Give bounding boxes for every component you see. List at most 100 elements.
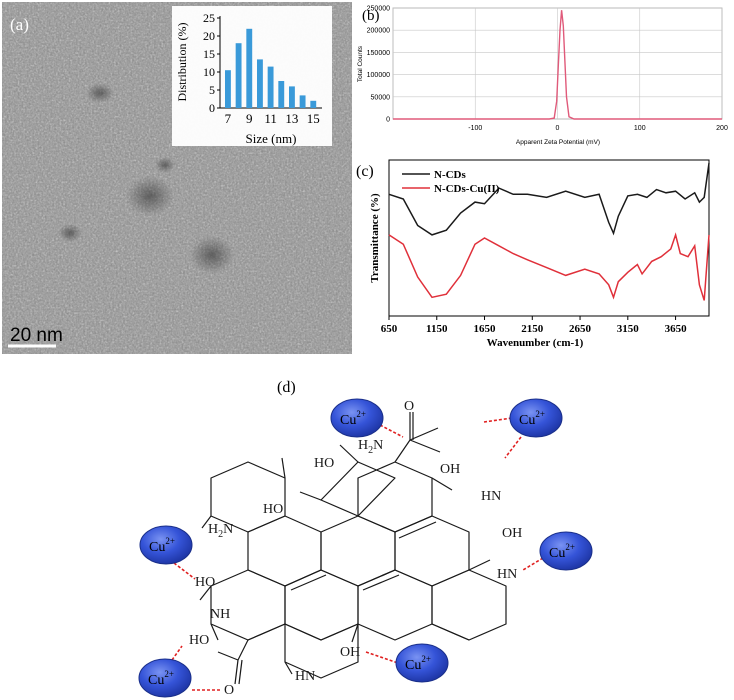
histogram-bar xyxy=(257,59,263,108)
histogram-bar xyxy=(235,43,242,109)
imine-group: HN xyxy=(497,567,517,582)
carbon-dot-skeleton xyxy=(199,412,507,685)
nanoparticle xyxy=(190,236,234,274)
nanoparticle xyxy=(86,83,114,103)
cu-ion: Cu2+ xyxy=(330,398,384,438)
zeta-x-tick-label: 100 xyxy=(634,125,646,132)
inset-y-tick-label: 0 xyxy=(209,101,215,115)
inset-y-tick-label: 10 xyxy=(203,65,215,79)
zeta-x-tick-label: 200 xyxy=(716,125,728,132)
zeta-curve xyxy=(393,10,722,120)
ftir-x-tick-label: 3150 xyxy=(617,323,640,335)
svg-text:Cu2+: Cu2+ xyxy=(405,654,431,673)
ftir-x-tick-label: 650 xyxy=(381,323,398,335)
bond xyxy=(284,661,293,675)
coordination-bond xyxy=(171,645,183,661)
ftir-x-tick-label: 2150 xyxy=(521,323,544,335)
bond xyxy=(339,444,359,463)
bond xyxy=(238,659,243,685)
panel-b-label: (b) xyxy=(362,8,380,24)
inset-y-tick-label: 15 xyxy=(203,47,215,61)
histogram-bar xyxy=(299,95,306,108)
scale-bar-label: 20 nm xyxy=(10,325,63,346)
bond xyxy=(247,623,286,641)
panel-a-label: (a) xyxy=(10,15,29,34)
svg-text:Cu2+: Cu2+ xyxy=(519,409,545,428)
bond xyxy=(290,574,327,591)
zeta-y-tick-label: 50000 xyxy=(371,94,391,101)
ftir-x-tick-label: 1650 xyxy=(474,323,497,335)
ftir-x-tick-label: 3650 xyxy=(665,323,688,335)
panel-d: (d) xyxy=(138,379,593,698)
coordination-bond xyxy=(173,562,196,580)
nanoparticle xyxy=(58,224,82,242)
histogram-bar xyxy=(289,86,295,108)
nanoparticle xyxy=(155,157,175,173)
bond xyxy=(284,569,322,587)
cu-ion: Cu2+ xyxy=(539,531,593,571)
ftir-ncds-curve xyxy=(388,162,710,236)
coordination-bond xyxy=(504,436,522,459)
bond xyxy=(409,439,441,453)
histogram-bar xyxy=(310,100,317,108)
imine-group: HN xyxy=(481,489,501,504)
zeta-y-ticks: 0 50000 100000 150000 200000 250000 xyxy=(367,6,390,124)
svg-text:Cu2+: Cu2+ xyxy=(149,536,175,555)
inset-x-axis-label: Size (nm) xyxy=(246,131,297,146)
bond xyxy=(237,639,249,661)
zeta-y-tick-label: 250000 xyxy=(367,6,390,13)
inset-y-tick-label: 20 xyxy=(203,29,215,43)
inset-y-axis-label: Distribution (%) xyxy=(175,23,189,102)
bond xyxy=(199,585,212,601)
panel-c-label: (c) xyxy=(356,163,374,180)
carbonyl-oxygen: O xyxy=(224,683,234,698)
zeta-y-tick-label: 150000 xyxy=(367,50,390,57)
bond xyxy=(431,623,470,641)
ring xyxy=(431,569,507,641)
cu-ion: Cu2+ xyxy=(395,643,449,683)
ftir-x-ticks: 650 1150 1650 2150 2650 3150 3650 xyxy=(381,316,687,335)
ftir-x-tick-label: 2650 xyxy=(569,323,592,335)
inset-x-tick-label: 15 xyxy=(307,111,320,126)
imine-group: NH xyxy=(210,607,230,622)
ftir-plot-area xyxy=(388,159,710,317)
bond xyxy=(351,623,359,643)
copper-ions: Cu2+ Cu2+ Cu2+ Cu2+ Cu2+ Cu2+ xyxy=(138,398,593,698)
ftir-x-axis-label: Wavenumber (cm-1) xyxy=(487,337,584,349)
panel-c: (c) 650 1150 1650 2150 2650 3150 3650 N-CDs N-… xyxy=(356,159,710,349)
inset-x-tick-label: 11 xyxy=(264,111,277,126)
cu-ion: Cu2+ xyxy=(139,525,193,565)
bond xyxy=(357,569,396,587)
bond xyxy=(431,477,453,491)
inset-x-tick-label: 9 xyxy=(246,111,253,126)
zeta-x-ticks: -100 0 100 200 xyxy=(468,125,728,132)
ftir-ncds-cu-curve xyxy=(388,232,710,301)
inset-y-tick-label: 25 xyxy=(203,11,215,25)
bond xyxy=(398,521,437,539)
coordination-bond xyxy=(418,404,512,418)
panel-b: (b) 0 50000 100000 150000 200000 250000 -100 0… xyxy=(357,6,728,147)
bond xyxy=(210,623,219,641)
bond xyxy=(409,427,439,441)
zeta-y-tick-label: 200000 xyxy=(367,28,390,35)
carbonyl-oxygen: O xyxy=(404,399,414,414)
hydroxyl-group: HO xyxy=(189,633,209,648)
ring xyxy=(320,515,396,587)
imine-group: HN xyxy=(295,669,315,684)
bond xyxy=(201,515,212,529)
zeta-x-tick-label: 0 xyxy=(556,125,560,132)
cu-ion: Cu2+ xyxy=(138,658,192,698)
histogram-bar xyxy=(225,70,231,108)
panel-a: (a) 20 nm 0 5 10 15 20 25 7 9 11 13 15 Distributi… xyxy=(2,2,352,354)
zeta-y-tick-label: 0 xyxy=(386,117,390,124)
bond xyxy=(468,559,491,571)
svg-text:Cu2+: Cu2+ xyxy=(148,669,174,688)
legend-label-ncds-cu: N-CDs-Cu(II) xyxy=(434,183,500,195)
hydroxyl-group: OH xyxy=(340,645,360,660)
coordination-bond xyxy=(379,424,404,438)
zeta-y-tick-label: 100000 xyxy=(367,72,390,79)
zeta-y-axis-label: Total Counts xyxy=(357,45,364,82)
nanoparticle xyxy=(126,176,174,216)
amine-group: H2N xyxy=(358,438,383,456)
bond xyxy=(281,457,286,479)
